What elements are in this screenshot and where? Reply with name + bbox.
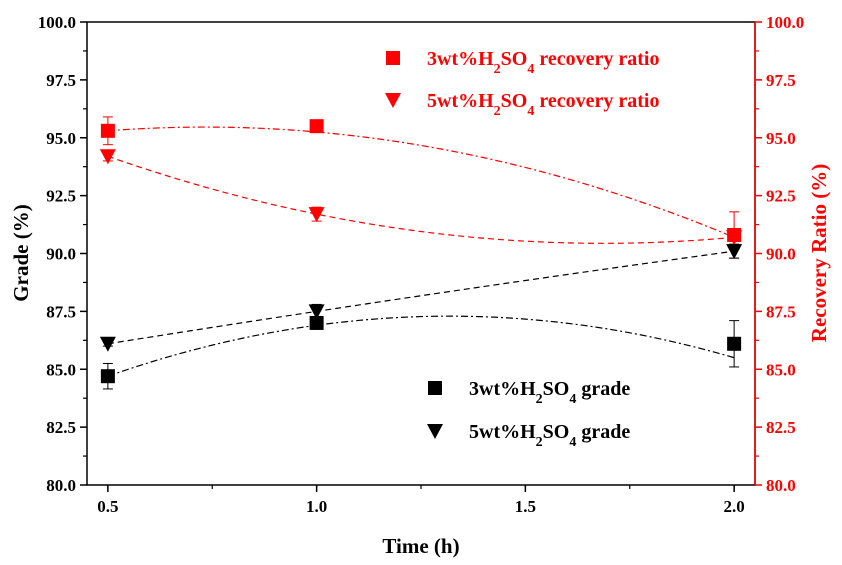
data-point xyxy=(100,369,115,384)
fit-curve-0 xyxy=(107,126,735,238)
right-y-tick-label: 95.0 xyxy=(766,129,796,148)
data-point xyxy=(726,230,743,246)
fit-curve-3 xyxy=(107,250,735,345)
legend-label: 5wt%H2SO4 grade xyxy=(469,421,630,450)
legend: 3wt%H2SO4 recovery ratio 5wt%H2SO4 recove… xyxy=(385,48,659,450)
left-y-tick-label: 87.5 xyxy=(46,302,76,321)
x-tick-label: 0.5 xyxy=(97,497,118,516)
data-markers xyxy=(99,119,743,384)
data-point xyxy=(99,336,116,352)
legend-marker xyxy=(385,93,401,108)
x-axis-title: Time (h) xyxy=(382,534,459,558)
left-y-tick-label: 92.5 xyxy=(46,187,76,206)
data-point xyxy=(309,119,324,134)
right-y-tick-label: 90.0 xyxy=(766,245,796,264)
left-y-tick-label: 90.0 xyxy=(46,245,76,264)
right-axis-title: Recovery Ratio (%) xyxy=(807,164,831,342)
data-point xyxy=(308,304,325,320)
left-axis-title: Grade (%) xyxy=(9,204,33,301)
legend-label: 3wt%H2SO4 grade xyxy=(469,378,630,407)
data-point xyxy=(308,207,325,223)
right-y-tick-label: 80.0 xyxy=(766,476,796,495)
left-y-tick-label: 100.0 xyxy=(38,13,76,32)
data-point xyxy=(727,336,742,351)
legend-marker xyxy=(428,381,442,395)
right-y-tick-label: 85.0 xyxy=(766,360,796,379)
right-y-tick-label: 97.5 xyxy=(766,71,796,90)
legend-label: 5wt%H2SO4 recovery ratio xyxy=(427,90,659,119)
x-tick-label: 1.0 xyxy=(306,497,327,516)
legend-label: 3wt%H2SO4 recovery ratio xyxy=(427,48,659,77)
left-y-tick-label: 82.5 xyxy=(46,418,76,437)
data-point xyxy=(309,315,324,330)
fit-curve-1 xyxy=(107,155,735,244)
x-tick-label: 2.0 xyxy=(724,497,745,516)
left-y-tick-label: 97.5 xyxy=(46,71,76,90)
fit-curves xyxy=(107,126,735,377)
right-y-tick-label: 87.5 xyxy=(766,302,796,321)
legend-marker xyxy=(427,424,443,439)
right-y-tick-label: 100.0 xyxy=(766,13,804,32)
right-y-tick-label: 82.5 xyxy=(766,418,796,437)
x-tick-label: 1.5 xyxy=(515,497,536,516)
axes: 0.5 1.0 1.5 2.0 80.0 80.0 82.5 82.5 85.0 85.0 87.5… xyxy=(38,13,805,516)
left-y-tick-label: 95.0 xyxy=(46,129,76,148)
data-point xyxy=(100,123,115,138)
legend-marker xyxy=(386,51,400,65)
right-y-tick-label: 92.5 xyxy=(766,187,796,206)
data-point xyxy=(726,244,743,260)
fit-curve-2 xyxy=(107,315,735,377)
data-point xyxy=(99,149,116,165)
left-y-tick-label: 85.0 xyxy=(46,360,76,379)
left-y-tick-label: 80.0 xyxy=(46,476,76,495)
